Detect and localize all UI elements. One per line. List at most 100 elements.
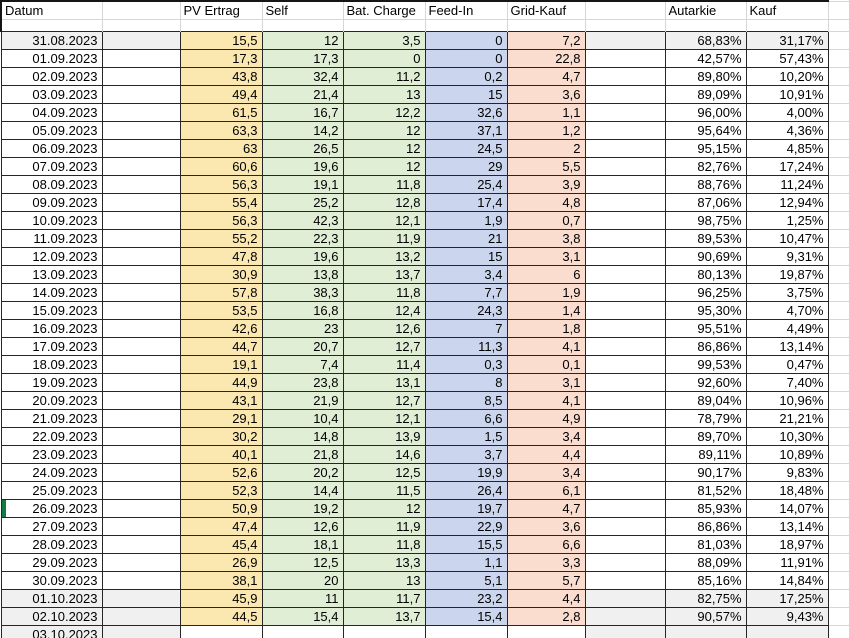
autarkie-cell[interactable]: 42,57% <box>664 49 747 68</box>
blank-cell[interactable] <box>584 463 666 482</box>
pv-ertrag-cell[interactable]: 50,9 <box>179 499 263 518</box>
blank-cell[interactable] <box>101 247 181 266</box>
gutter-cell[interactable] <box>828 31 849 50</box>
header-cell-kauf[interactable]: Kauf <box>746 0 829 20</box>
grid-kauf-cell[interactable]: 6,6 <box>506 535 586 554</box>
bat-charge-cell[interactable]: 11,7 <box>342 589 426 608</box>
feed-in-cell[interactable]: 0,3 <box>424 355 508 374</box>
gutter-cell[interactable] <box>828 409 849 428</box>
grid-kauf-cell[interactable]: 3,4 <box>506 427 586 446</box>
pv-ertrag-cell[interactable] <box>179 625 263 638</box>
gutter-cell[interactable] <box>828 67 849 86</box>
bat-charge-cell[interactable]: 12,1 <box>342 409 426 428</box>
date-cell[interactable]: 31.08.2023 <box>0 31 103 50</box>
date-cell[interactable]: 05.09.2023 <box>0 121 103 140</box>
bat-charge-cell[interactable]: 13 <box>342 85 426 104</box>
bat-charge-cell[interactable] <box>342 625 426 638</box>
bat-charge-cell[interactable]: 11,4 <box>342 355 426 374</box>
pv-ertrag-cell[interactable]: 30,2 <box>179 427 263 446</box>
pv-ertrag-cell[interactable]: 15,5 <box>179 31 263 50</box>
grid-kauf-cell[interactable]: 3,6 <box>506 517 586 536</box>
kauf-cell[interactable]: 10,30% <box>745 427 829 446</box>
kauf-cell[interactable]: 10,20% <box>745 67 829 86</box>
feed-in-cell[interactable]: 15,5 <box>424 535 508 554</box>
date-cell[interactable]: 28.09.2023 <box>0 535 103 554</box>
feed-in-cell[interactable]: 23,2 <box>424 589 508 608</box>
kauf-cell[interactable]: 4,85% <box>745 139 829 158</box>
grid-kauf-cell[interactable]: 4,9 <box>506 409 586 428</box>
grid-kauf-cell[interactable]: 0,7 <box>506 211 586 230</box>
pv-ertrag-cell[interactable]: 53,5 <box>179 301 263 320</box>
pv-ertrag-cell[interactable]: 60,6 <box>179 157 263 176</box>
gutter-cell[interactable] <box>828 373 849 392</box>
bat-charge-cell[interactable]: 13 <box>342 571 426 590</box>
kauf-cell[interactable]: 57,43% <box>745 49 829 68</box>
blank-cell[interactable] <box>584 499 666 518</box>
kauf-cell[interactable]: 3,75% <box>745 283 829 302</box>
kauf-cell[interactable]: 4,49% <box>745 319 829 338</box>
date-cell[interactable]: 27.09.2023 <box>0 517 103 536</box>
grid-kauf-cell[interactable]: 2,8 <box>506 607 586 626</box>
empty-cell[interactable] <box>343 19 426 32</box>
blank-cell[interactable] <box>101 409 181 428</box>
kauf-cell[interactable]: 1,25% <box>745 211 829 230</box>
empty-cell[interactable] <box>665 19 747 32</box>
self-cell[interactable]: 12,6 <box>261 517 344 536</box>
gutter-cell[interactable] <box>828 283 849 302</box>
gutter-cell[interactable] <box>828 49 849 68</box>
pv-ertrag-cell[interactable]: 47,8 <box>179 247 263 266</box>
blank-cell[interactable] <box>584 481 666 500</box>
kauf-cell[interactable]: 9,83% <box>745 463 829 482</box>
blank-cell[interactable] <box>101 607 181 626</box>
feed-in-cell[interactable]: 24,5 <box>424 139 508 158</box>
self-cell[interactable]: 20,7 <box>261 337 344 356</box>
gutter-cell[interactable] <box>828 589 849 608</box>
grid-kauf-cell[interactable]: 7,2 <box>506 31 586 50</box>
pv-ertrag-cell[interactable]: 44,9 <box>179 373 263 392</box>
gutter-cell[interactable] <box>828 517 849 536</box>
self-cell[interactable]: 26,5 <box>261 139 344 158</box>
blank-cell[interactable] <box>584 85 666 104</box>
empty-cell[interactable] <box>746 19 829 32</box>
grid-kauf-cell[interactable]: 1,4 <box>506 301 586 320</box>
feed-in-cell[interactable]: 3,4 <box>424 265 508 284</box>
grid-kauf-cell[interactable]: 0,1 <box>506 355 586 374</box>
date-cell[interactable]: 07.09.2023 <box>0 157 103 176</box>
date-cell[interactable]: 03.10.2023 <box>0 625 103 638</box>
header-cell-feed-in[interactable]: Feed-In <box>425 0 508 20</box>
bat-charge-cell[interactable]: 11,5 <box>342 481 426 500</box>
self-cell[interactable] <box>261 625 344 638</box>
self-cell[interactable]: 13,8 <box>261 265 344 284</box>
date-cell[interactable]: 15.09.2023 <box>0 301 103 320</box>
kauf-cell[interactable]: 14,84% <box>745 571 829 590</box>
grid-kauf-cell[interactable]: 3,9 <box>506 175 586 194</box>
bat-charge-cell[interactable]: 11,8 <box>342 283 426 302</box>
gutter-cell[interactable] <box>828 211 849 230</box>
bat-charge-cell[interactable]: 12,5 <box>342 463 426 482</box>
autarkie-cell[interactable]: 87,06% <box>664 193 747 212</box>
grid-kauf-cell[interactable]: 5,7 <box>506 571 586 590</box>
date-cell[interactable]: 24.09.2023 <box>0 463 103 482</box>
gutter-cell[interactable] <box>828 103 849 122</box>
blank-cell[interactable] <box>584 427 666 446</box>
feed-in-cell[interactable]: 15 <box>424 85 508 104</box>
feed-in-cell[interactable]: 24,3 <box>424 301 508 320</box>
date-cell[interactable]: 21.09.2023 <box>0 409 103 428</box>
blank-cell[interactable] <box>101 625 181 638</box>
kauf-cell[interactable]: 21,21% <box>745 409 829 428</box>
autarkie-cell[interactable]: 92,60% <box>664 373 747 392</box>
date-cell[interactable]: 20.09.2023 <box>0 391 103 410</box>
pv-ertrag-cell[interactable]: 29,1 <box>179 409 263 428</box>
kauf-cell[interactable]: 13,14% <box>745 517 829 536</box>
bat-charge-cell[interactable]: 11,8 <box>342 175 426 194</box>
feed-in-cell[interactable]: 0 <box>424 49 508 68</box>
autarkie-cell[interactable]: 96,00% <box>664 103 747 122</box>
grid-kauf-cell[interactable] <box>506 625 586 638</box>
kauf-cell[interactable]: 10,89% <box>745 445 829 464</box>
self-cell[interactable]: 19,6 <box>261 157 344 176</box>
autarkie-cell[interactable]: 96,25% <box>664 283 747 302</box>
empty-cell[interactable] <box>0 19 103 32</box>
kauf-cell[interactable]: 9,31% <box>745 247 829 266</box>
date-cell[interactable]: 12.09.2023 <box>0 247 103 266</box>
gutter-cell[interactable] <box>828 229 849 248</box>
